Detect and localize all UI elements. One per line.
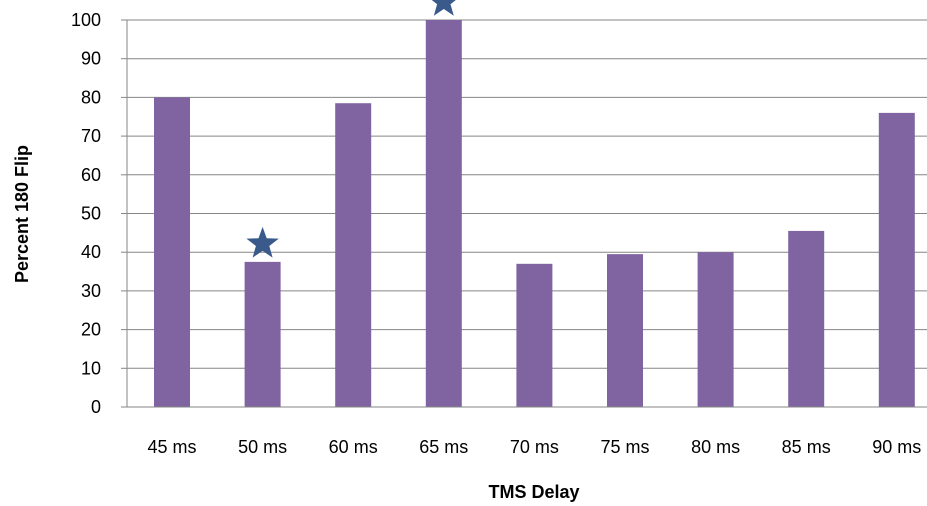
- bar: [244, 261, 281, 407]
- y-tick-label: 90: [81, 49, 101, 69]
- x-tick-label: 85 ms: [782, 437, 831, 457]
- y-tick-label: 60: [81, 165, 101, 185]
- y-tick-label: 30: [81, 281, 101, 301]
- bars: [154, 20, 915, 408]
- bar: [425, 20, 462, 407]
- bar: [154, 97, 190, 408]
- x-tick-label: 80 ms: [691, 437, 740, 457]
- y-tick-label: 20: [81, 320, 101, 340]
- x-tick-label: 45 ms: [147, 437, 196, 457]
- y-tick-label: 40: [81, 242, 101, 262]
- star-icon: [431, 0, 456, 16]
- bar: [878, 112, 915, 407]
- y-tick-label: 70: [81, 126, 101, 146]
- y-tick-label: 0: [91, 397, 101, 417]
- bar: [607, 254, 643, 407]
- y-axis-title: Percent 180 Flip: [12, 145, 32, 283]
- bar: [788, 230, 825, 407]
- x-tick-label: 65 ms: [419, 437, 468, 457]
- x-tick-label: 50 ms: [238, 437, 287, 457]
- bar: [697, 252, 734, 407]
- y-tick-label: 100: [71, 10, 101, 30]
- x-tick-labels: 45 ms 50 ms 60 ms 65 ms 70 ms 75 ms 80 ms 85 ms…: [147, 437, 921, 457]
- x-axis-title: TMS Delay: [488, 482, 579, 502]
- y-tick-label: 10: [81, 358, 101, 378]
- bar: [335, 103, 372, 407]
- star-icon: [246, 226, 279, 258]
- y-tick-label: 50: [81, 204, 101, 224]
- bar: [516, 263, 553, 407]
- x-tick-label: 75 ms: [600, 437, 649, 457]
- significance-markers: [246, 0, 456, 258]
- x-tick-label: 60 ms: [329, 437, 378, 457]
- x-tick-label: 70 ms: [510, 437, 559, 457]
- y-tick-label: 80: [81, 87, 101, 107]
- y-tick-labels: 0 10 20 30 40 50 60 70 80 90 100: [71, 10, 101, 417]
- x-tick-label: 90 ms: [872, 437, 921, 457]
